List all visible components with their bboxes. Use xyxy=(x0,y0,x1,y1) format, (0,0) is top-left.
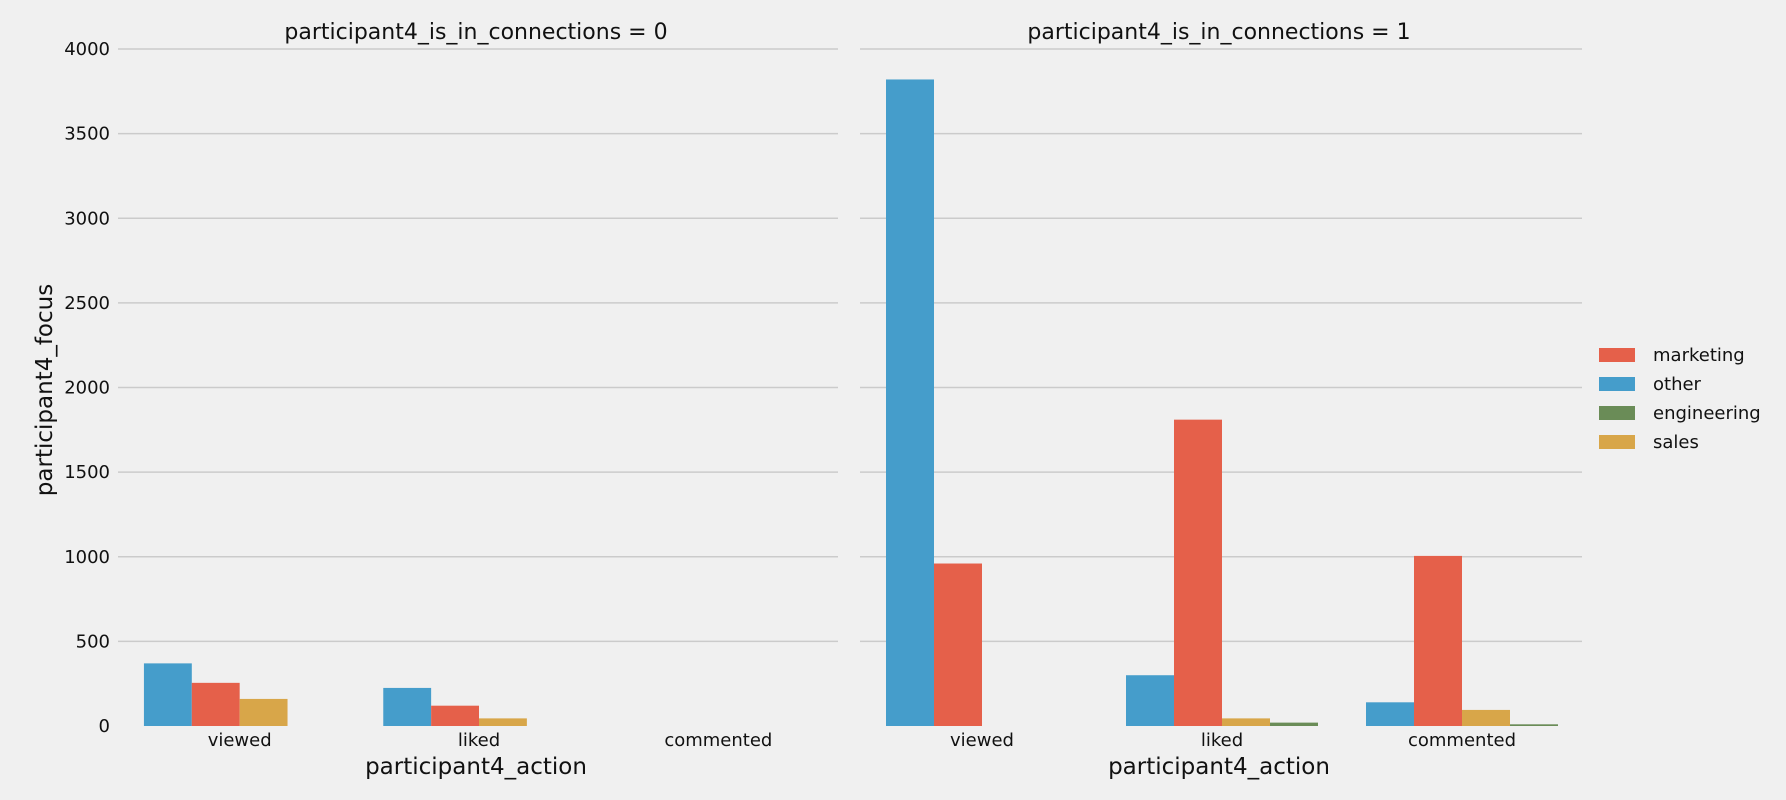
legend: marketing other engineering sales xyxy=(1599,345,1761,453)
panel-title: participant4_is_in_connections = 1 xyxy=(1027,20,1410,45)
x-tick-labels: viewed liked commented xyxy=(208,730,773,751)
x-axis-label: participant4_action xyxy=(1108,754,1330,780)
x-tick-label: viewed xyxy=(208,730,272,751)
y-axis-label: participant4_focus xyxy=(32,284,58,496)
x-tick-label: commented xyxy=(664,730,772,751)
bar-sales-commented xyxy=(1462,709,1510,726)
y-tick-label: 0 xyxy=(99,716,110,737)
x-tick-label: viewed xyxy=(950,730,1014,751)
legend-swatch-marketing xyxy=(1599,348,1635,362)
bar-marketing-liked xyxy=(431,705,479,726)
legend-swatch-other xyxy=(1599,377,1635,391)
legend-label-sales: sales xyxy=(1653,432,1699,453)
bars xyxy=(143,663,527,726)
panel-connections-0: participant4_is_in_connections = 0 viewe… xyxy=(64,20,838,780)
y-tick-label: 1500 xyxy=(64,462,110,483)
legend-label-engineering: engineering xyxy=(1653,403,1761,424)
y-tick-label: 500 xyxy=(76,631,110,652)
x-tick-labels: viewed liked commented xyxy=(950,730,1516,751)
bar-other-viewed xyxy=(886,79,934,727)
y-tick-label: 3500 xyxy=(64,124,110,145)
bar-marketing-viewed xyxy=(191,682,240,726)
x-axis-label: participant4_action xyxy=(365,754,587,780)
panel-connections-1: participant4_is_in_connections = 1 viewe… xyxy=(860,20,1582,780)
x-tick-label: commented xyxy=(1408,730,1516,751)
y-tick-label: 3000 xyxy=(64,208,110,229)
y-tick-label: 1000 xyxy=(64,547,110,568)
bar-engineering-liked xyxy=(1270,722,1318,726)
bar-marketing-liked xyxy=(1174,419,1222,726)
panel-title: participant4_is_in_connections = 0 xyxy=(284,20,667,45)
bar-sales-viewed xyxy=(239,698,288,726)
legend-swatch-sales xyxy=(1599,435,1635,449)
bar-marketing-viewed xyxy=(934,563,982,726)
bar-engineering-commented xyxy=(1510,724,1558,726)
bar-other-liked xyxy=(1126,675,1174,726)
bar-sales-liked xyxy=(479,718,527,726)
bar-other-liked xyxy=(383,687,432,726)
bar-other-viewed xyxy=(143,663,192,726)
y-tick-label: 4000 xyxy=(64,39,110,60)
legend-label-other: other xyxy=(1653,374,1702,395)
x-tick-label: liked xyxy=(458,730,500,751)
y-tick-labels: 0 500 1000 1500 2000 2500 3000 3500 4000 xyxy=(64,39,110,737)
y-tick-label: 2000 xyxy=(64,378,110,399)
bar-other-commented xyxy=(1366,702,1414,726)
legend-swatch-engineering xyxy=(1599,406,1635,420)
x-tick-label: liked xyxy=(1201,730,1243,751)
y-tick-label: 2500 xyxy=(64,293,110,314)
legend-label-marketing: marketing xyxy=(1653,345,1745,366)
bars xyxy=(886,79,1558,727)
bar-sales-liked xyxy=(1222,718,1270,726)
grid xyxy=(118,48,838,643)
bar-marketing-commented xyxy=(1414,555,1462,726)
